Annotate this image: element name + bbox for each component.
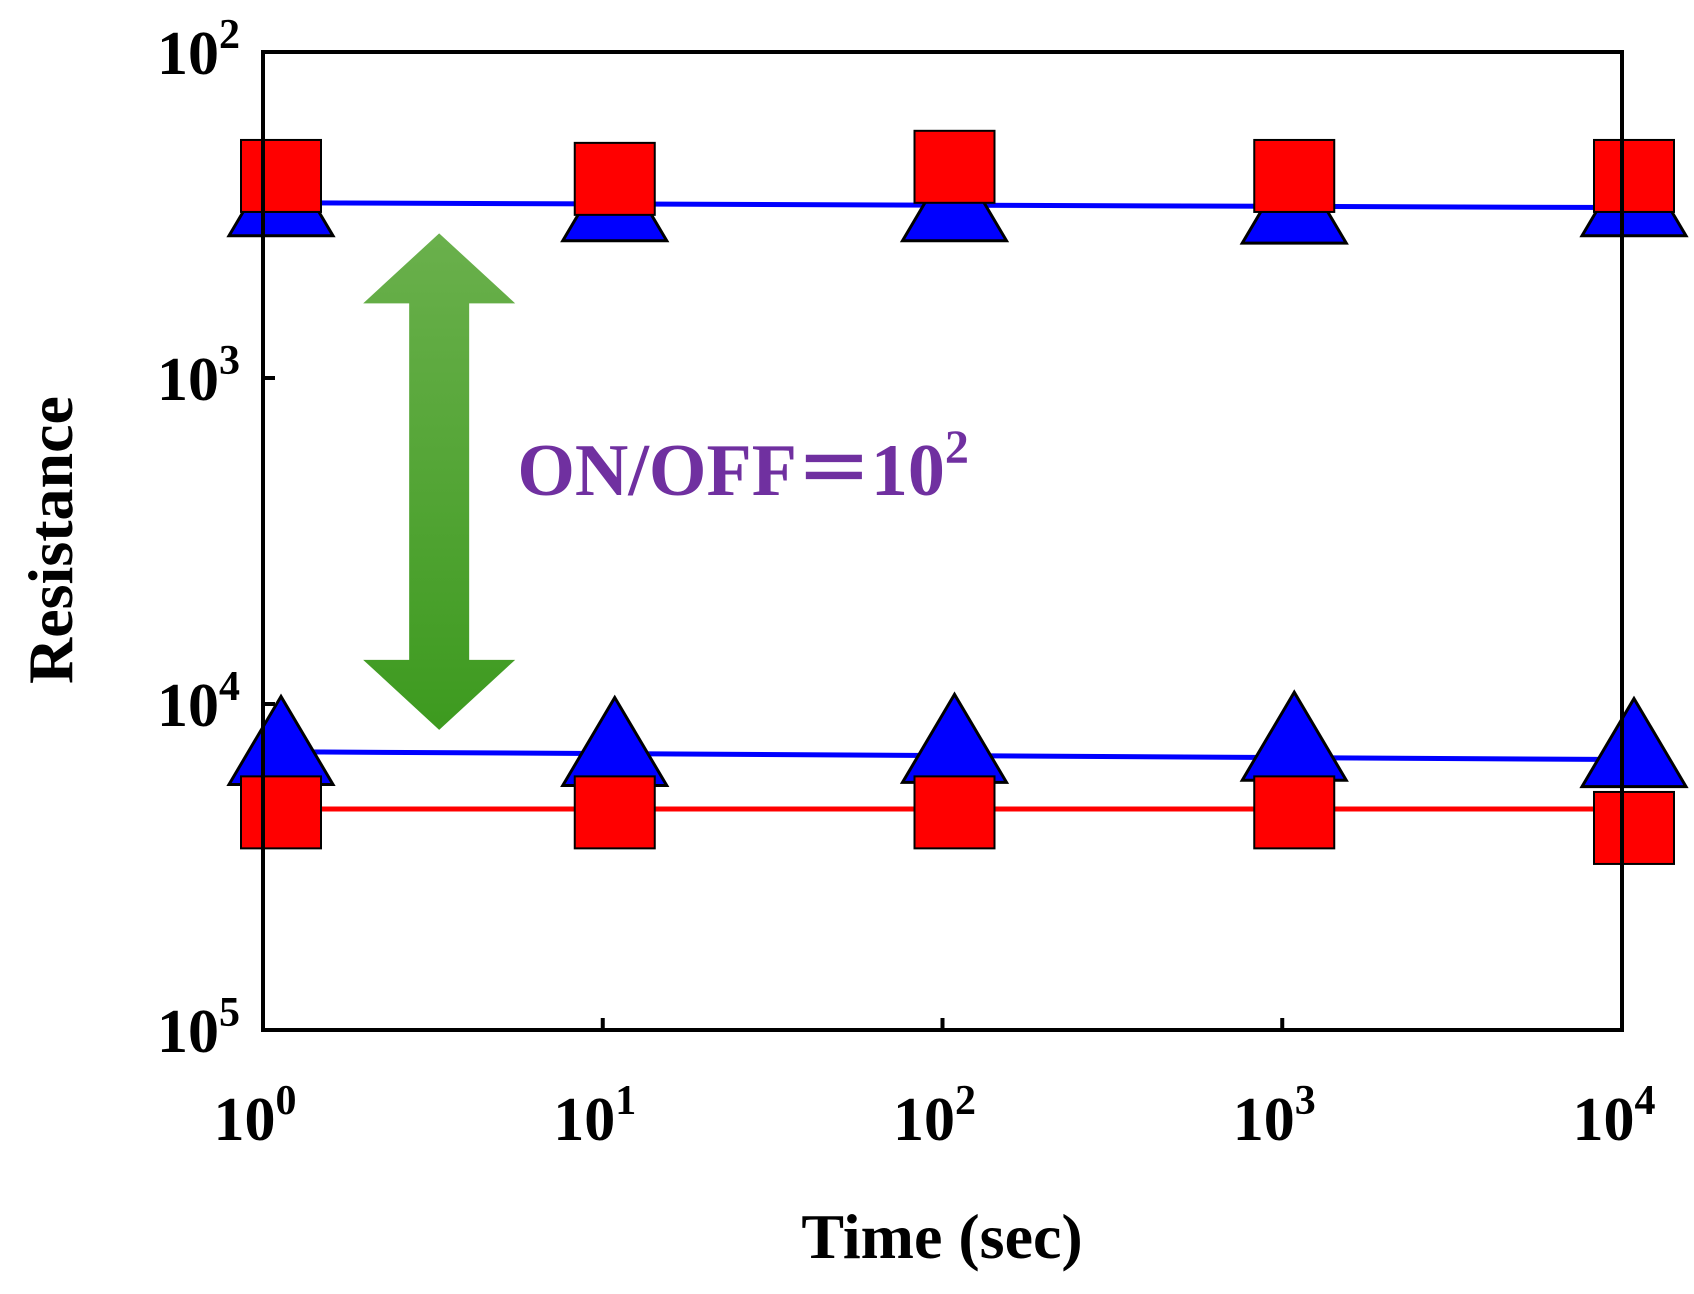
x-tick-label: 103 [1233, 1078, 1316, 1154]
y-tick-label: 103 [157, 338, 240, 414]
square-upper-point [913, 129, 996, 204]
on-off-annotation: ON/OFF＝102 [517, 421, 969, 512]
square-upper-point [1253, 138, 1336, 213]
on-off-double-arrow [363, 233, 516, 730]
x-tick-label: 100 [214, 1078, 297, 1154]
square-upper-point [240, 138, 322, 213]
y-tick-label: 105 [157, 990, 240, 1066]
square-lower-point [1593, 790, 1675, 865]
x-tick-label: 104 [1573, 1078, 1656, 1154]
triangle-lower-point [899, 691, 1010, 784]
triangle-lower-point [1579, 695, 1689, 789]
y-axis-label: Resistance [15, 396, 86, 684]
square-lower-point [573, 775, 656, 850]
square-lower-point [1253, 775, 1336, 850]
x-tick-label: 102 [893, 1078, 976, 1154]
triangle-lower-point [560, 694, 670, 788]
triangle-lower-point [1239, 689, 1349, 782]
on-off-annotation-text: ON/OFF＝10 [517, 430, 945, 512]
square-lower-point [913, 775, 996, 850]
square-upper-point [1593, 138, 1675, 213]
square-lower-point [240, 775, 322, 850]
x-axis-label: Time (sec) [801, 1201, 1082, 1272]
on-off-annotation-exponent: 2 [945, 421, 969, 474]
y-tick-label: 102 [157, 12, 240, 88]
y-tick-label: 104 [157, 664, 240, 740]
square-upper-point [573, 141, 656, 216]
x-tick-label: 101 [553, 1078, 636, 1154]
triangle-lower-point [226, 693, 336, 786]
